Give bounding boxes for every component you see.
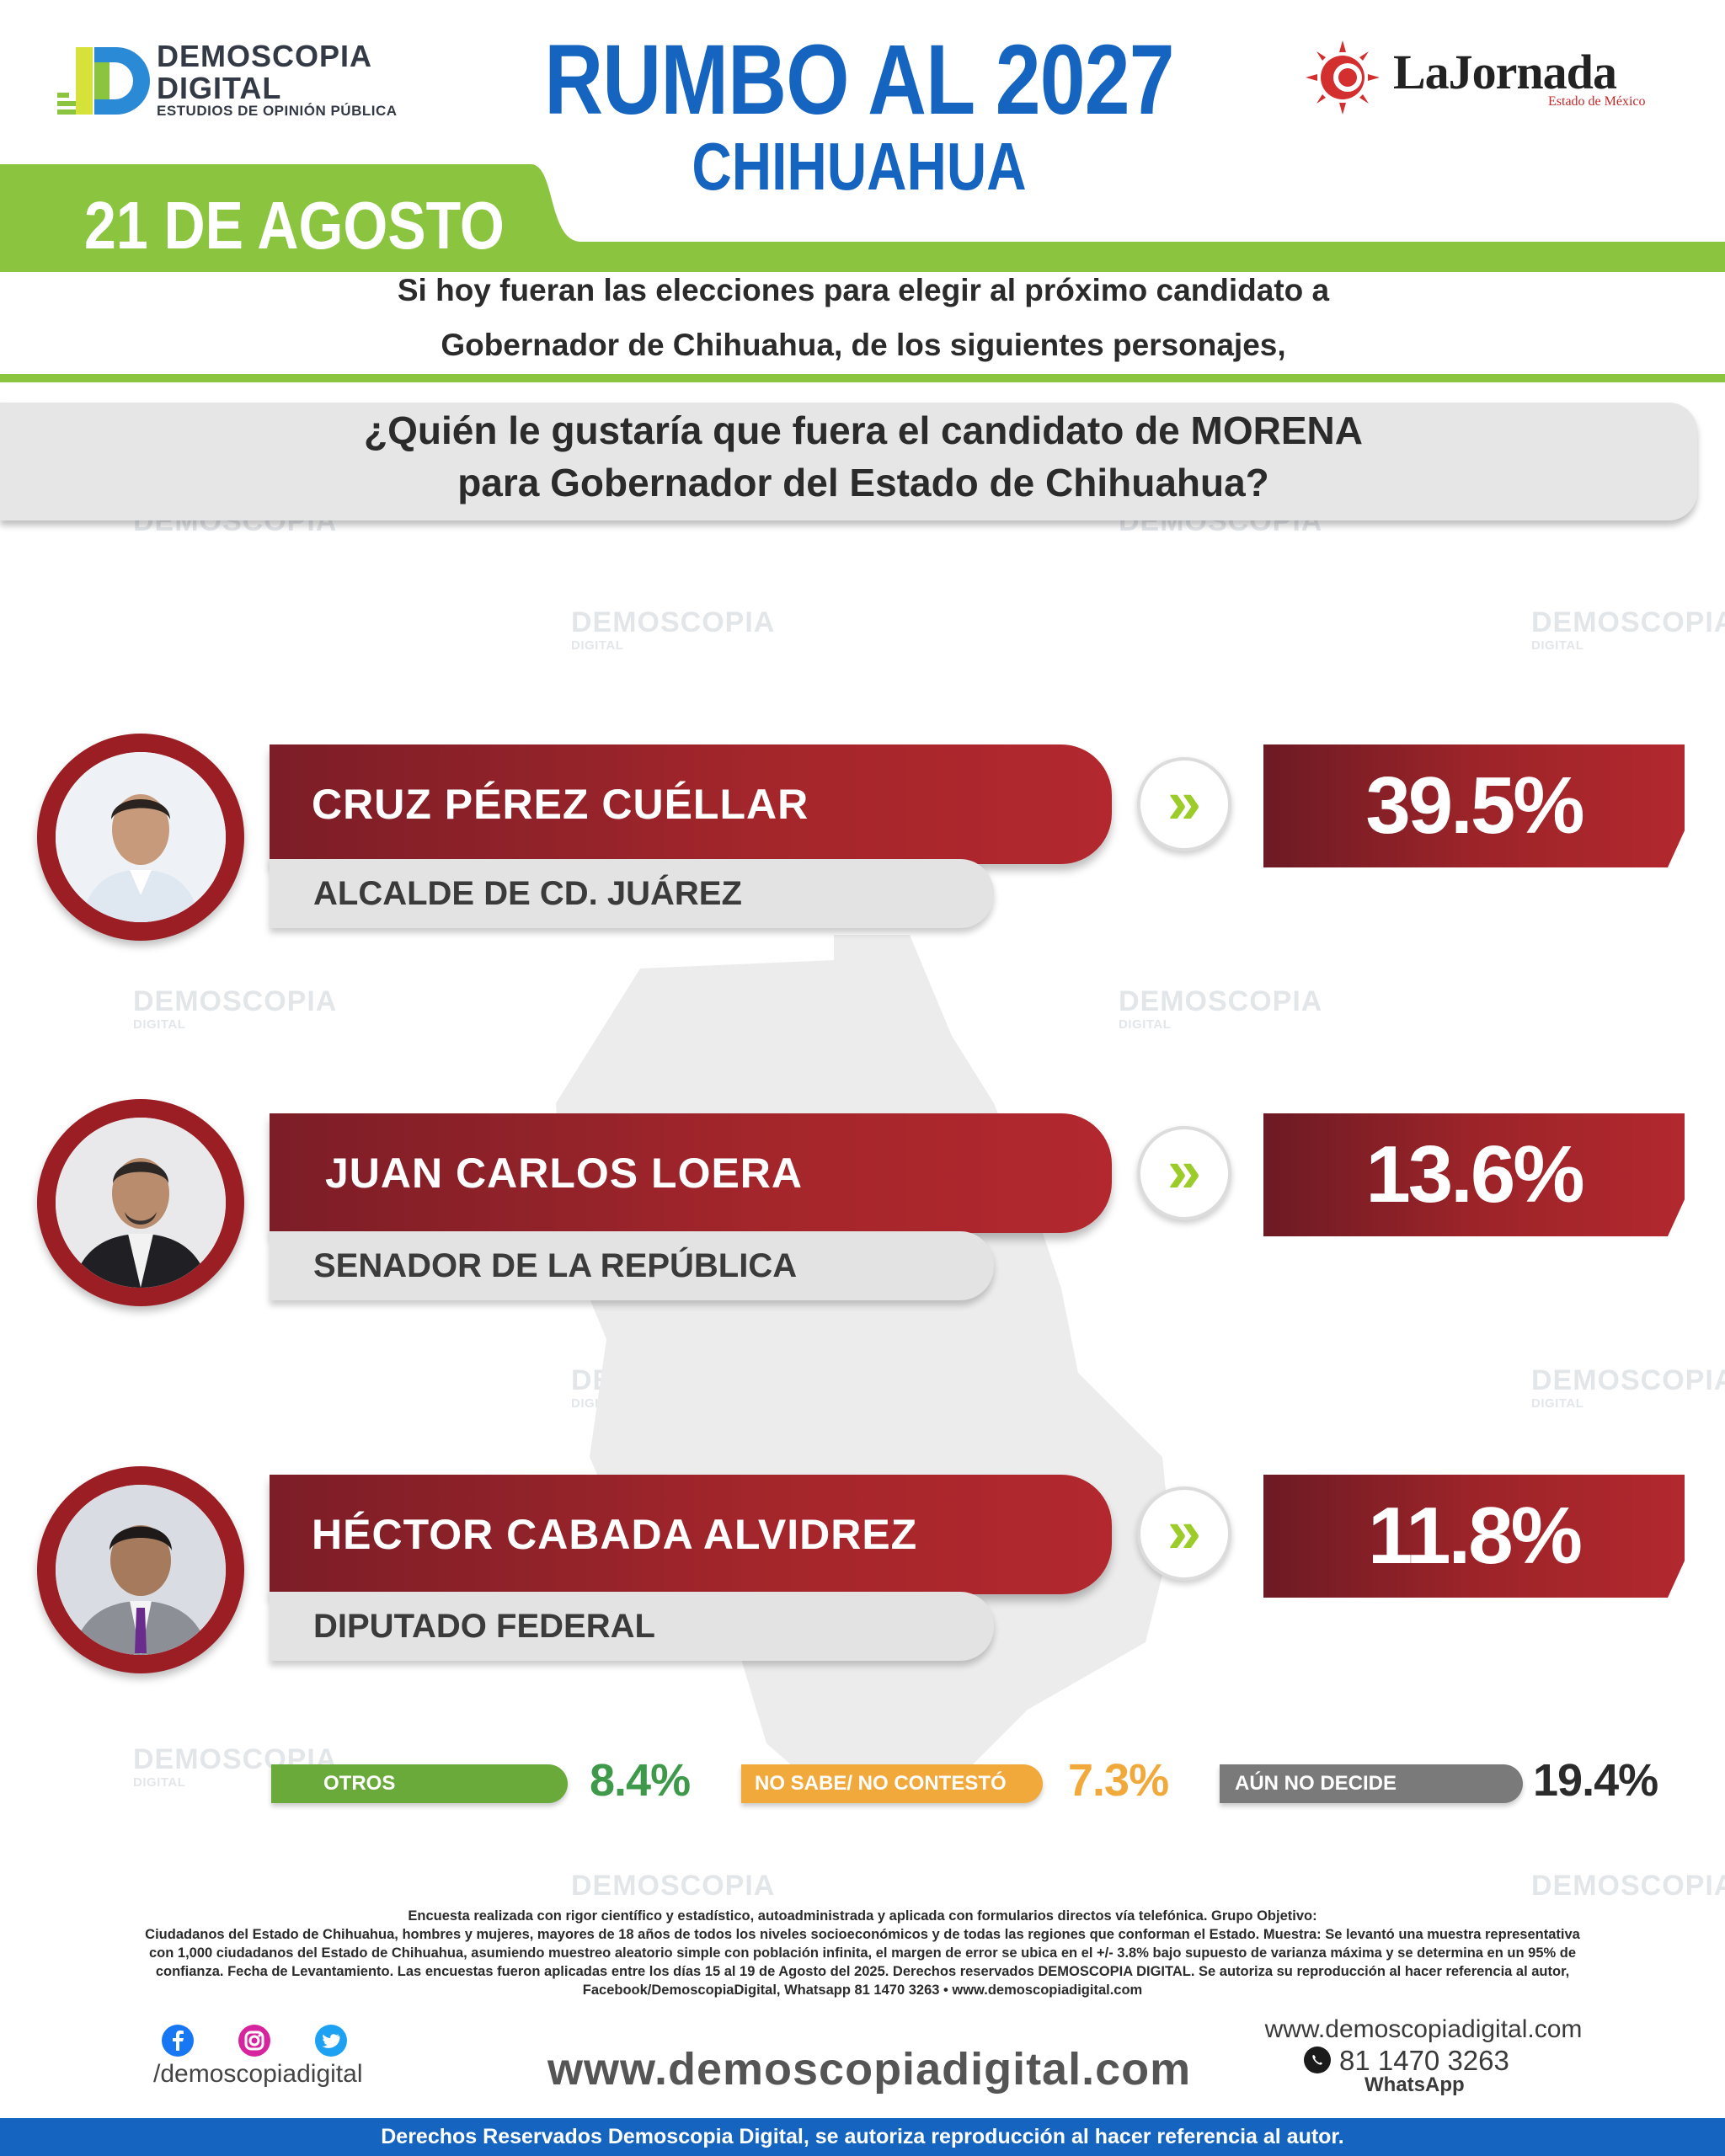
other-label: NO SABE/ NO CONTESTÓ bbox=[755, 1772, 1007, 1795]
double-arrow-icon: » bbox=[1137, 1486, 1231, 1581]
la-jornada-logo: LaJornada Estado de México bbox=[1306, 40, 1676, 116]
facebook-icon[interactable] bbox=[162, 2025, 194, 2057]
candidate-role: SENADOR DE LA REPÚBLICA bbox=[313, 1247, 798, 1284]
candidate-role-bar: DIPUTADO FEDERAL bbox=[270, 1592, 994, 1661]
percentage-value: 13.6% bbox=[1365, 1129, 1584, 1219]
rights-notice: Derechos Reservados Demoscopia Digital, … bbox=[381, 2125, 1344, 2148]
demoscopia-d-icon bbox=[57, 47, 150, 115]
footer-band bbox=[0, 2118, 1725, 2156]
other-value: 8.4% bbox=[590, 1755, 691, 1806]
candidate-role-bar: SENADOR DE LA REPÚBLICA bbox=[270, 1231, 994, 1300]
question-line-1: ¿Quién le gustaría que fuera el candidat… bbox=[364, 408, 1363, 452]
question-line-2: para Gobernador del Estado de Chihuahua? bbox=[457, 461, 1269, 504]
demoscopia-logo: DEMOSCOPIA DIGITAL ESTUDIOS DE OPINIÓN PÚ… bbox=[57, 40, 411, 125]
candidate-name-bar: JUAN CARLOS LOERA bbox=[270, 1113, 1112, 1233]
candidate-name-bar: HÉCTOR CABADA ALVIDREZ bbox=[270, 1475, 1112, 1594]
person-icon bbox=[56, 1118, 226, 1288]
candidate-name-bar: CRUZ PÉREZ CUÉLLAR bbox=[270, 744, 1112, 864]
candidate-percentage: 11.8% bbox=[1263, 1475, 1685, 1598]
brand-name: DEMOSCOPIA DIGITAL bbox=[157, 39, 373, 105]
candidate-photo bbox=[37, 1466, 244, 1673]
candidate-role-bar: ALCALDE DE CD. JUÁREZ bbox=[270, 859, 994, 928]
candidate-name: CRUZ PÉREZ CUÉLLAR bbox=[312, 781, 809, 828]
candidate-role: DIPUTADO FEDERAL bbox=[313, 1608, 655, 1645]
percentage-value: 39.5% bbox=[1365, 760, 1584, 851]
candidate-name: JUAN CARLOS LOERA bbox=[325, 1150, 804, 1197]
double-arrow-icon: » bbox=[1137, 757, 1231, 851]
other-value: 19.4% bbox=[1533, 1755, 1658, 1806]
sun-icon bbox=[1306, 40, 1380, 115]
page-title: RUMBO AL 2027 bbox=[544, 24, 1174, 136]
watermark-logo: DEMOSCOPIA bbox=[571, 1870, 776, 1902]
other-bar: AÚN NO DECIDE bbox=[1220, 1764, 1523, 1803]
person-icon bbox=[56, 1485, 226, 1655]
survey-date: 21 DE AGOSTO bbox=[84, 188, 505, 263]
website-link-small[interactable]: www.demoscopiadigital.com bbox=[1264, 2015, 1583, 2043]
partner-name: LaJornada bbox=[1393, 45, 1617, 99]
whatsapp-label: WhatsApp bbox=[1365, 2073, 1465, 2096]
other-value: 7.3% bbox=[1068, 1755, 1169, 1806]
phone-number[interactable]: 81 1470 3263 bbox=[1339, 2045, 1509, 2076]
question-box bbox=[0, 403, 1697, 520]
other-bar: NO SABE/ NO CONTESTÓ bbox=[741, 1764, 1043, 1803]
page-subtitle: CHIHUAHUA bbox=[692, 129, 1027, 204]
brand-tagline: ESTUDIOS DE OPINIÓN PÚBLICA bbox=[157, 103, 398, 119]
partner-tagline: Estado de México bbox=[1548, 94, 1646, 109]
social-handle[interactable]: /demoscopiadigital bbox=[153, 2060, 363, 2088]
person-icon bbox=[56, 752, 226, 922]
intro-line-1: Si hoy fueran las elecciones para elegir… bbox=[397, 273, 1330, 307]
candidate-percentage: 39.5% bbox=[1263, 744, 1685, 867]
candidate-photo bbox=[37, 1099, 244, 1306]
other-label: AÚN NO DECIDE bbox=[1235, 1772, 1397, 1795]
other-label: OTROS bbox=[323, 1772, 396, 1795]
candidate-photo bbox=[37, 734, 244, 941]
candidate-percentage: 13.6% bbox=[1263, 1113, 1685, 1236]
double-arrow-icon: » bbox=[1137, 1126, 1231, 1220]
candidate-role: ALCALDE DE CD. JUÁREZ bbox=[313, 875, 742, 912]
watermark-logo: DEMOSCOPIA bbox=[1531, 1870, 1725, 1902]
other-bar: OTROS bbox=[271, 1764, 568, 1803]
candidate-name: HÉCTOR CABADA ALVIDREZ bbox=[312, 1511, 918, 1558]
methodology-note: Encuesta realizada con rigor científico … bbox=[145, 1908, 1580, 1998]
intro-line-2: Gobernador de Chihuahua, de los siguient… bbox=[441, 328, 1286, 362]
website-link[interactable]: www.demoscopiadigital.com bbox=[547, 2044, 1192, 2095]
whatsapp-icon bbox=[1304, 2047, 1331, 2073]
date-banner bbox=[0, 164, 1725, 272]
twitter-icon[interactable] bbox=[315, 2025, 347, 2057]
instagram-icon[interactable] bbox=[238, 2025, 270, 2057]
divider bbox=[0, 374, 1725, 382]
chihuahua-map-silhouette bbox=[556, 935, 1171, 1802]
percentage-value: 11.8% bbox=[1368, 1491, 1583, 1581]
